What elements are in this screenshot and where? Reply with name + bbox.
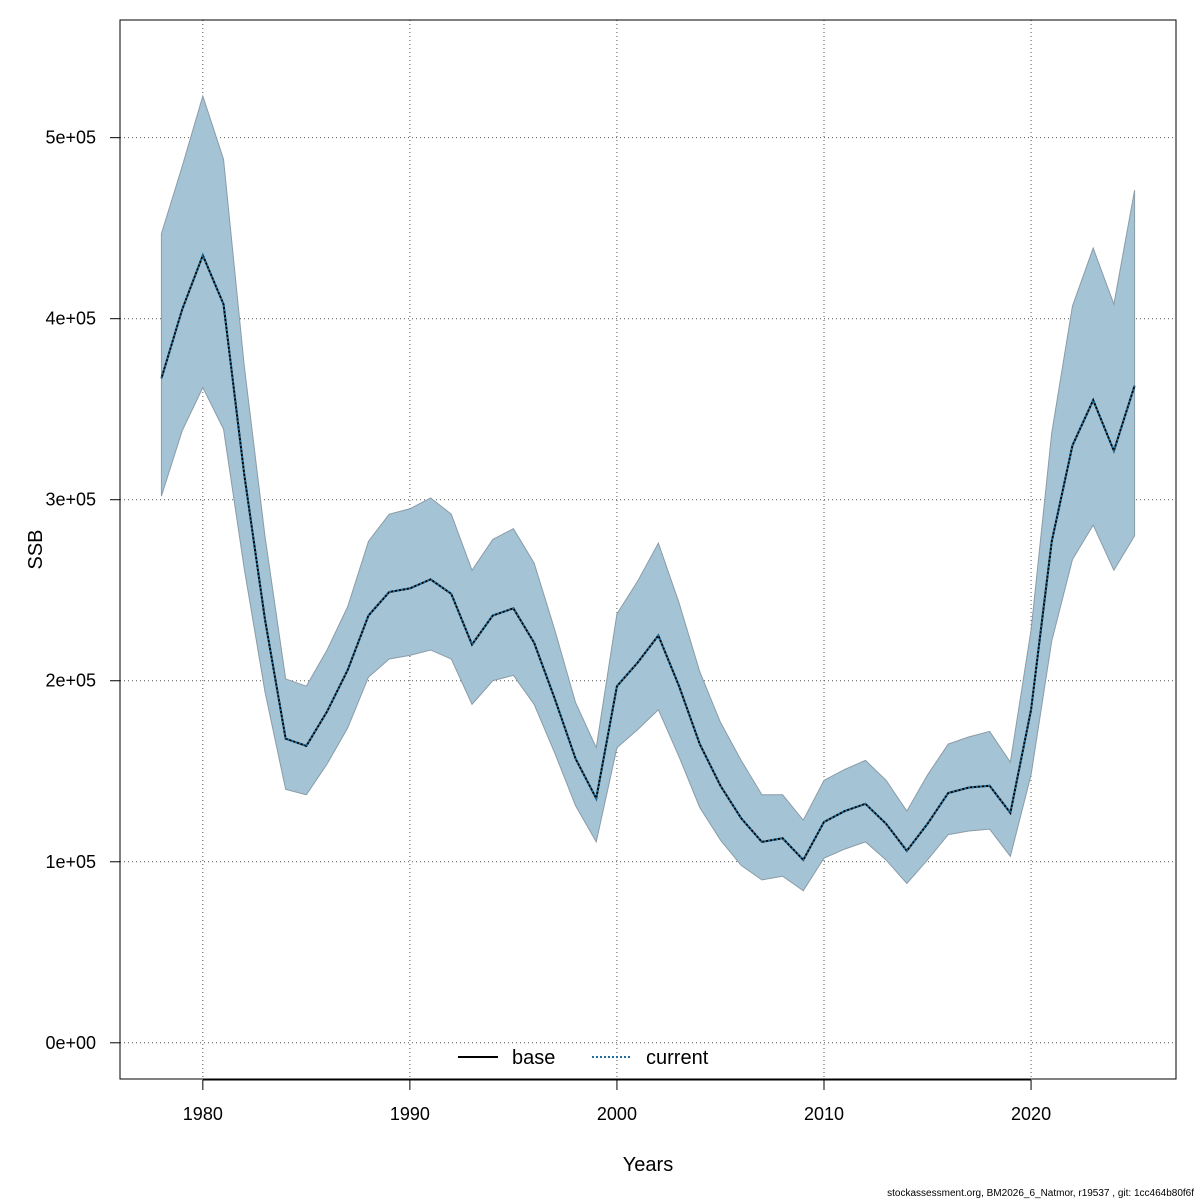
y-axis-title: SSB (25, 529, 47, 569)
x-axis-title: Years (623, 1154, 673, 1176)
grid-lines (120, 20, 1176, 1079)
x-tick-label-2: 2000 (597, 1104, 637, 1124)
y-tick-label-5: 5e+05 (45, 128, 96, 148)
legend-label-current: current (646, 1047, 709, 1069)
x-tick-label-4: 2020 (1011, 1104, 1051, 1124)
y-tick-label-0: 0e+00 (45, 1033, 96, 1053)
legend: base current (458, 1047, 709, 1069)
confidence-band (160, 94, 1136, 892)
x-tick-label-0: 1980 (183, 1104, 223, 1124)
footer-caption: stockassessment.org, BM2026_6_Natmor, r1… (887, 1188, 1194, 1199)
x-tick-label-1: 1990 (390, 1104, 430, 1124)
x-tick-label-3: 2010 (804, 1104, 844, 1124)
y-tick-label-3: 3e+05 (45, 490, 96, 510)
series-line-current (160, 252, 1136, 862)
legend-label-base: base (512, 1047, 555, 1069)
x-axis: 1980 1990 2000 2010 2020 (183, 1079, 1051, 1124)
y-tick-label-4: 4e+05 (45, 309, 96, 329)
y-tick-label-2: 2e+05 (45, 671, 96, 691)
y-tick-label-1: 1e+05 (45, 852, 96, 872)
y-axis: 0e+00 1e+05 2e+05 3e+05 4e+05 5e+05 (45, 128, 121, 1053)
plot-frame (119, 19, 1177, 1080)
